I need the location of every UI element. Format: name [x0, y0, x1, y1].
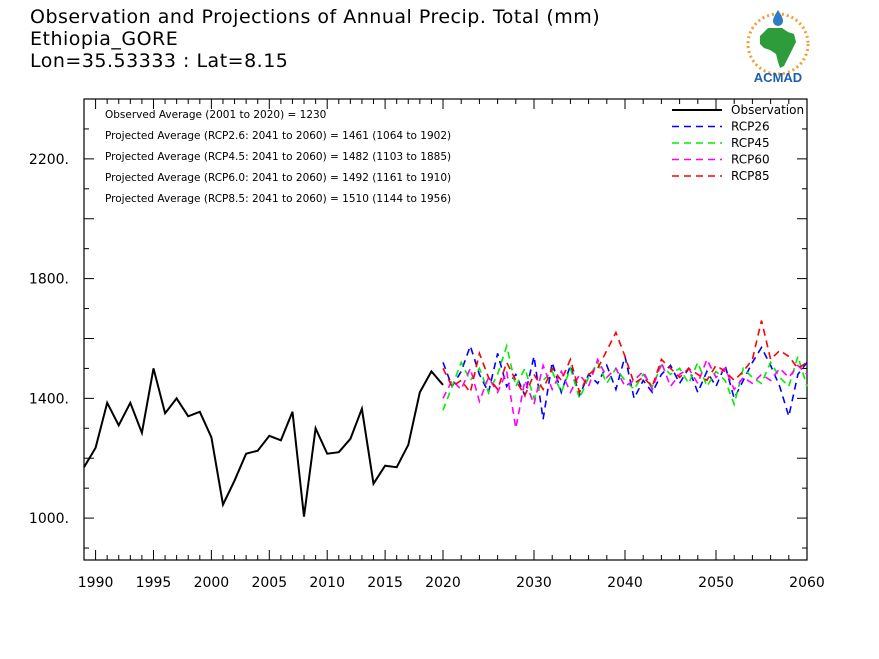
- y-tick-label: 1000.: [29, 511, 69, 527]
- x-tick-label: 2050: [698, 575, 734, 591]
- x-tick-label: 2060: [789, 575, 825, 591]
- water-drop-icon: [773, 10, 783, 26]
- legend-label: RCP26: [731, 120, 770, 134]
- legend-label: RCP60: [731, 153, 770, 167]
- plot-area-border: [83, 98, 808, 561]
- location-name: Ethiopia_GORE: [30, 28, 179, 50]
- x-tick-label: 1990: [78, 575, 114, 591]
- legend-label: RCP45: [731, 136, 770, 150]
- x-tick-label: 2040: [607, 575, 643, 591]
- series-lines: [83, 320, 808, 517]
- x-tick-label: 2010: [309, 575, 345, 591]
- x-tick-label: 2000: [194, 575, 230, 591]
- x-tick-label: 2030: [516, 575, 552, 591]
- y-tick-label: 2200.: [29, 152, 69, 168]
- annotation-line: Projected Average (RCP8.5: 2041 to 2060)…: [105, 193, 451, 205]
- x-tick-label: 2020: [425, 575, 461, 591]
- coordinates: Lon=35.53333 : Lat=8.15: [30, 50, 289, 72]
- series-line-rcp60: [442, 357, 808, 429]
- logo-text: ACMAD: [754, 70, 802, 85]
- annotations: Observed Average (2001 to 2020) = 1230 Pr…: [105, 109, 451, 205]
- annotation-line: Projected Average (RCP4.5: 2041 to 2060)…: [105, 151, 451, 163]
- legend-label: RCP85: [731, 169, 770, 183]
- x-tick-label: 1995: [136, 575, 172, 591]
- axis-ticks: 1990 1995 2000 2005 2010 2015 2020 2030 2040 2050…: [29, 98, 825, 591]
- y-tick-label: 1400.: [29, 391, 69, 407]
- plot-frame: [83, 98, 808, 561]
- x-tick-label: 2015: [367, 575, 403, 591]
- annotation-line: Projected Average (RCP6.0: 2041 to 2060)…: [105, 172, 451, 184]
- annotation-line: Projected Average (RCP2.6: 2041 to 2060)…: [105, 130, 451, 142]
- x-tick-label: 2005: [251, 575, 287, 591]
- legend: Observation RCP26 RCP45 RCP60 RCP85: [672, 103, 804, 183]
- legend-label: Observation: [731, 103, 804, 117]
- y-tick-label: 1800.: [29, 272, 69, 288]
- annotation-line: Observed Average (2001 to 2020) = 1230: [105, 109, 326, 121]
- africa-map-logo: ACMAD: [746, 10, 810, 85]
- chart-title: Observation and Projections of Annual Pr…: [30, 6, 601, 28]
- series-line-rcp85: [442, 320, 808, 398]
- series-line-observation: [83, 368, 444, 517]
- africa-continent-icon: [760, 28, 796, 68]
- title-block: Observation and Projections of Annual Pr…: [30, 6, 600, 72]
